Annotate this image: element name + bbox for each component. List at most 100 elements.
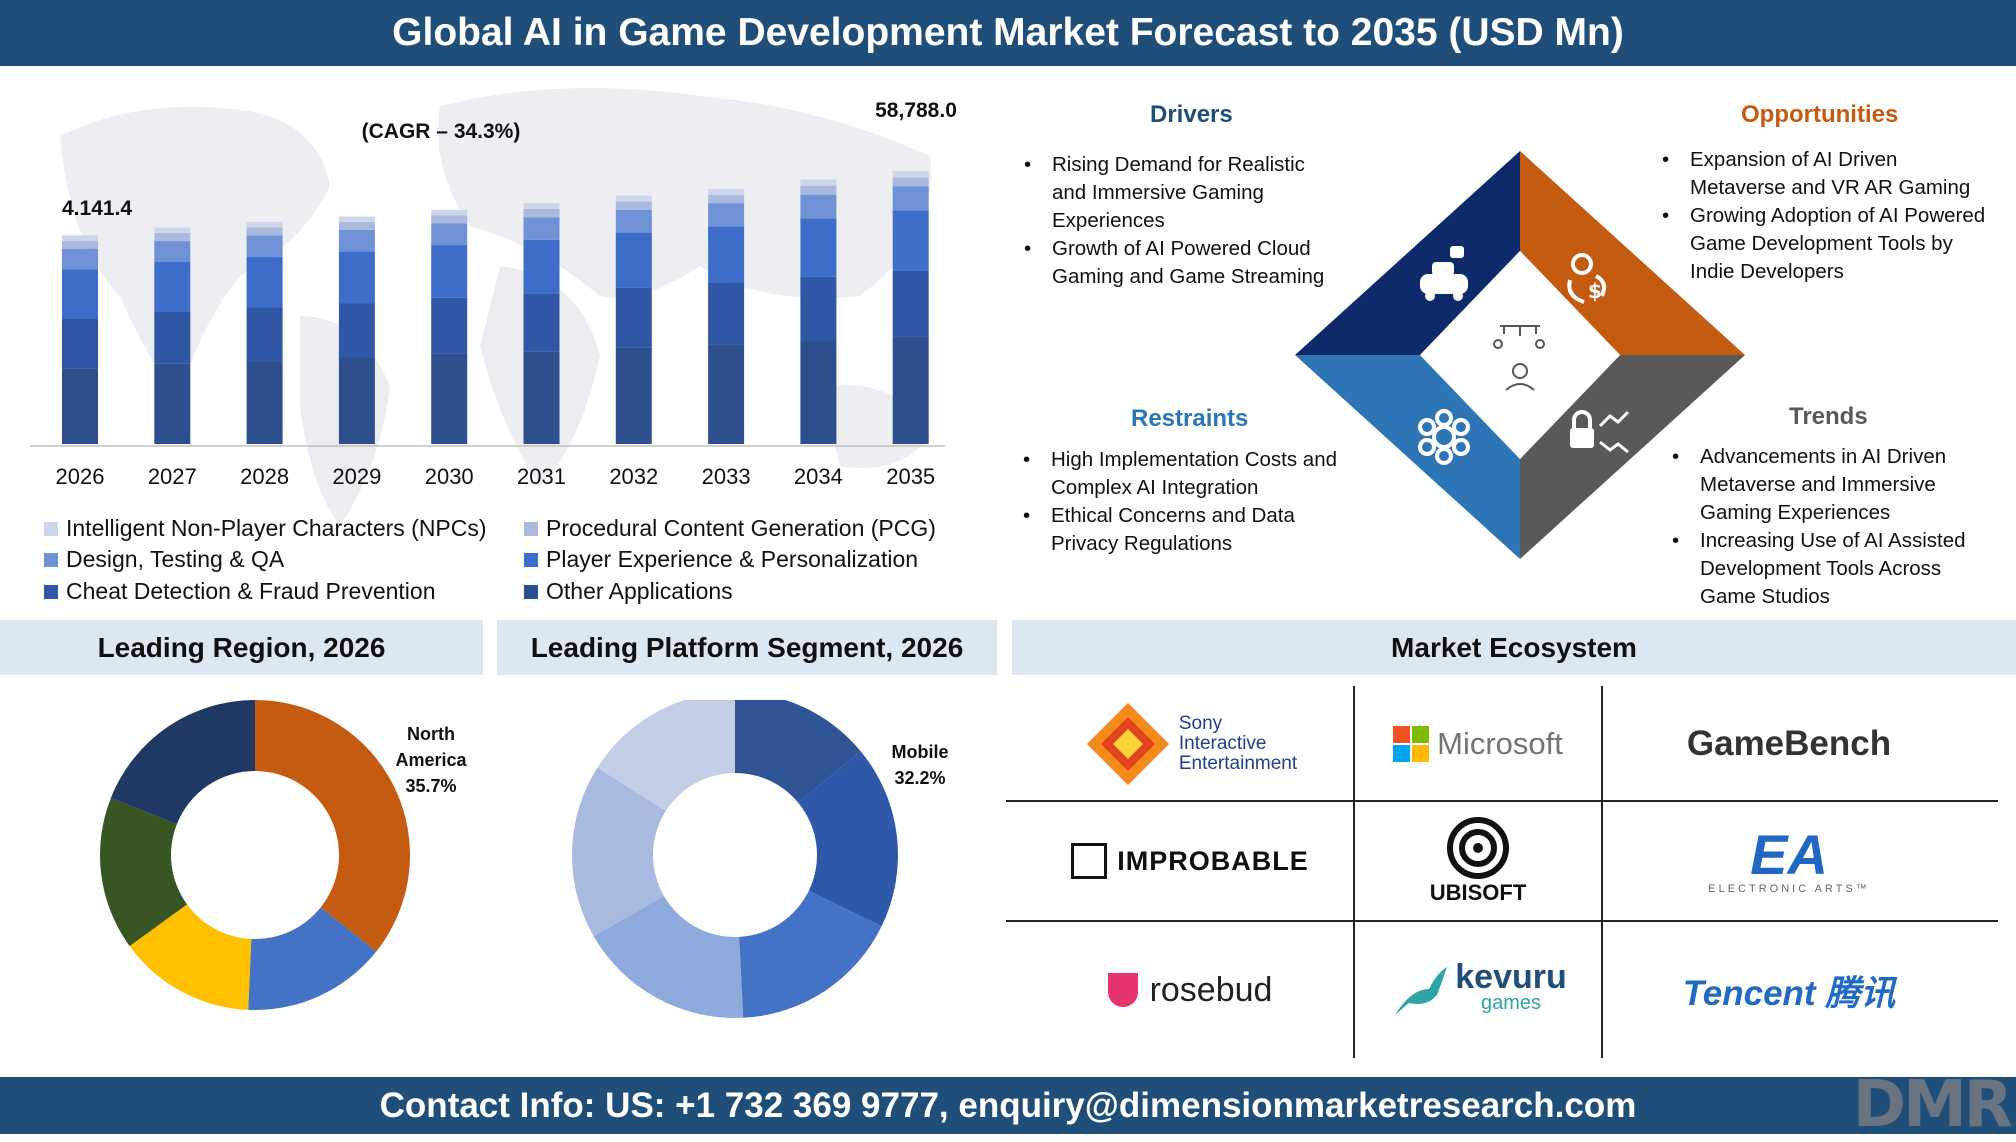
bar-segment [246, 221, 283, 228]
ea-logo: EA ELECTRONIC ARTS™ [1605, 804, 1973, 918]
bar-segment [615, 201, 652, 210]
x-axis-tick-label: 2035 [886, 464, 935, 489]
bar-segment [800, 340, 837, 444]
sony-line: Entertainment [1178, 753, 1298, 774]
x-axis-tick-label: 2030 [425, 464, 474, 489]
gamebench-text: GameBench [1686, 724, 1892, 763]
bar-segment [338, 221, 375, 230]
x-axis-labels: 2026 2027 2028 2029 2030 2031 2032 2033 2034 2035 [56, 464, 936, 489]
bar-segment [800, 194, 837, 219]
bar-segment [800, 179, 837, 186]
restraints-title: Restraints [1131, 405, 1249, 432]
ubisoft-logo: UBISOFT [1357, 804, 1599, 918]
drivers-item: Growth of AI Powered Cloud Gaming and Ga… [1022, 235, 1342, 291]
bar-segment [154, 363, 191, 444]
platform-donut-slices [572, 700, 898, 1018]
bar-segment [338, 303, 375, 358]
legend-item-player-experience: Player Experience & Personalization [524, 546, 918, 573]
donut-slice [593, 895, 744, 1018]
donut-slice [735, 700, 861, 803]
leading-region-heading: Leading Region, 2026 [0, 620, 483, 675]
grid-divider [1006, 800, 1998, 802]
bar-segment [431, 223, 468, 246]
ea-text: EA [1750, 823, 1828, 886]
donut-slice [129, 904, 252, 1010]
sony-line: Sony [1178, 713, 1223, 734]
donut-slice [597, 700, 735, 812]
bar-segment [431, 353, 468, 444]
region-label-line: North [407, 724, 455, 744]
bar-segment [892, 171, 929, 178]
x-axis-tick-label: 2032 [609, 464, 658, 489]
opportunities-title: Opportunities [1741, 101, 1899, 128]
donut-slice [110, 700, 255, 825]
bar-segment [338, 251, 375, 304]
bar-segment [431, 209, 468, 216]
ai-money-icon: $ [1567, 253, 1606, 304]
bar-segment [62, 269, 98, 319]
kevuru-deer-icon [1395, 967, 1448, 1015]
bar-segment [246, 227, 283, 236]
donut-slice [255, 700, 410, 952]
ubisoft-swirl-icon [1447, 817, 1509, 879]
drivers-list: Rising Demand for Realistic and Immersiv… [1022, 151, 1342, 291]
leading-platform-heading: Leading Platform Segment, 2026 [497, 620, 997, 675]
improbable-icon [1071, 843, 1108, 879]
x-axis-tick-label: 2033 [702, 464, 751, 489]
bar-segment [62, 240, 98, 249]
kevuru-text: kevuru [1455, 958, 1567, 996]
platform-highlight-label: Mobile 32.2% [880, 739, 960, 791]
bar-segment [523, 239, 560, 294]
improbable-logo: IMPROBABLE [1030, 804, 1350, 918]
bars-group [62, 171, 929, 444]
kevuru-subtext: games [1480, 992, 1542, 1014]
platform-donut-chart [572, 700, 898, 1018]
tencent-text: Tencent 腾讯 [1682, 973, 1896, 1013]
donut-slice [100, 797, 188, 947]
bar-segment [154, 241, 191, 263]
bar-segment [800, 276, 837, 341]
bar-segment [154, 262, 191, 312]
bar-segment [154, 311, 191, 364]
bar-segment [523, 217, 560, 240]
restraints-item: High Implementation Costs and Complex AI… [1021, 446, 1341, 502]
gamebench-logo: GameBench [1605, 690, 1973, 798]
bar-segment [154, 227, 191, 234]
drivers-item: Rising Demand for Realistic and Immersiv… [1022, 151, 1342, 235]
sony-logo: Sony Interactive Entertainment [1030, 690, 1350, 798]
bar-segment [523, 203, 560, 209]
ai-person-icon [1493, 325, 1545, 391]
svg-text:$: $ [1588, 279, 1602, 303]
diamond-opportunities-segment [1520, 151, 1745, 355]
x-axis-tick-label: 2034 [794, 464, 843, 489]
drivers-title: Drivers [1150, 101, 1233, 128]
opportunities-item: Growing Adoption of AI Powered Game Deve… [1660, 202, 1990, 286]
microsoft-logo: Microsoft [1357, 690, 1599, 798]
bar-segment [431, 215, 468, 224]
bar-segment [62, 368, 98, 444]
donut-slice [248, 907, 377, 1010]
restraints-list: High Implementation Costs and Complex AI… [1021, 446, 1341, 558]
region-label-value: 35.7% [405, 776, 457, 796]
sony-line: Interactive [1178, 733, 1267, 754]
bar-segment [62, 318, 98, 369]
region-label-line: America [395, 750, 467, 770]
bar-segment [246, 256, 283, 308]
bar-segment [246, 361, 283, 444]
bar-segment [615, 232, 652, 288]
bar-segment [708, 188, 745, 195]
legend-item-npcs: Intelligent Non-Player Characters (NPCs) [44, 515, 487, 542]
opportunities-list: Expansion of AI Driven Metaverse and VR … [1660, 146, 1990, 286]
legend-item-other-applications: Other Applications [524, 578, 733, 605]
diamond-drivers-segment [1295, 151, 1520, 355]
legend-item-pcg: Procedural Content Generation (PCG) [524, 515, 936, 542]
ea-subtext: ELECTRONIC ARTS™ [1708, 883, 1870, 895]
bar-segment [892, 270, 929, 337]
donut-slice [739, 890, 882, 1018]
page-title: Global AI in Game Development Market For… [0, 0, 2016, 66]
bar-segment [708, 194, 745, 204]
x-axis-tick-label: 2026 [56, 464, 105, 489]
grid-divider [1601, 686, 1603, 1058]
x-axis-tick-label: 2027 [148, 464, 197, 489]
region-donut-chart [100, 700, 410, 1010]
